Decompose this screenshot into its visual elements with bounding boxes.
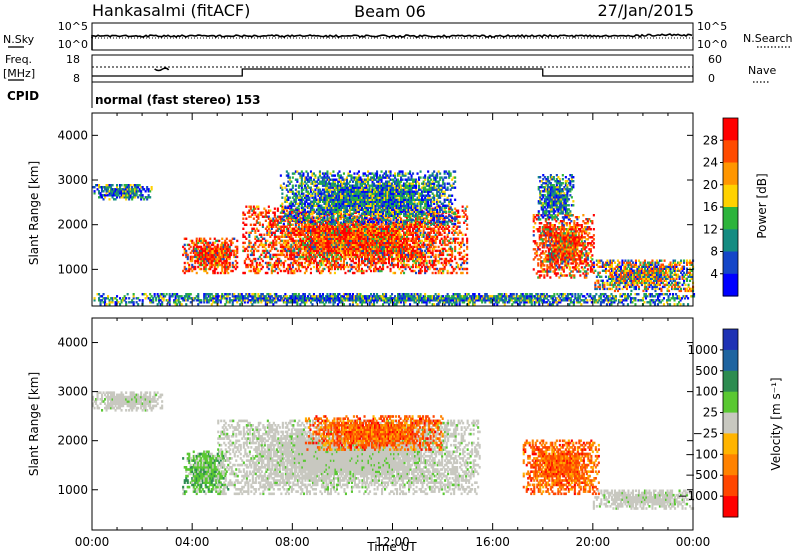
colorbar-swatch — [723, 433, 738, 455]
power-colorbar-label: Power [dB] — [755, 173, 769, 238]
echo-region — [304, 415, 444, 451]
colorbar-tick-label: 16 — [703, 200, 718, 214]
colorbar-tick-label: 28 — [703, 133, 718, 147]
x-tick-label: 12:00 — [375, 535, 410, 549]
y-tick-label: 4000 — [57, 336, 88, 350]
freq-left-tick-bottom: 8 — [73, 72, 80, 85]
velocity-colorbar: 1000 500 100 25 −25 −100 −500 −1000 — [677, 328, 739, 518]
colorbar-tick-label: 24 — [703, 156, 718, 170]
colorbar-swatch — [723, 475, 738, 497]
colorbar-tick-label: 8 — [710, 245, 718, 259]
x-tick-label: 08:00 — [275, 535, 310, 549]
colorbar-tick-label: 500 — [695, 364, 718, 378]
colorbar-swatch — [723, 454, 738, 476]
y-tick-label: 1000 — [57, 262, 88, 276]
colorbar-swatch — [723, 118, 738, 141]
x-axis-label: Time UT — [366, 540, 417, 554]
freq-right-tick-bottom: 0 — [708, 72, 715, 85]
echo-region — [242, 205, 469, 275]
beam-label: Beam 06 — [354, 2, 426, 21]
x-tick-label: 00:00 — [676, 535, 711, 549]
noise-sky-trace — [91, 33, 693, 39]
colorbar-swatch — [723, 184, 738, 208]
colorbar-swatch — [723, 162, 738, 186]
frequency-trace — [92, 68, 693, 77]
colorbar-tick-label: 25 — [703, 406, 718, 420]
echo-region — [532, 214, 595, 279]
echo-region — [182, 237, 239, 275]
colorbar-tick-label: 1000 — [687, 343, 718, 357]
echo-region — [592, 259, 695, 293]
noise-left-tick-top: 10^5 — [58, 20, 88, 33]
cpid-label: CPID — [7, 89, 39, 103]
y-tick-label: 1000 — [57, 483, 88, 497]
station-title: Hankasalmi (fitACF) — [92, 1, 250, 20]
echo-region — [592, 489, 695, 510]
colorbar-swatch — [723, 207, 738, 230]
noise-right-tick-top: 10^5 — [697, 20, 727, 33]
power-ylabel: Slant Range [km] — [27, 161, 41, 265]
colorbar-swatch — [723, 370, 738, 393]
power-colorbar: 28 24 20 16 12 8 4 — [703, 117, 739, 297]
noise-left-tick-bottom: 10^0 — [58, 38, 88, 51]
freq-label-line2: [MHz] — [3, 67, 35, 80]
y-tick-label: 2000 — [57, 218, 88, 232]
freq-right-tick-top: 60 — [708, 53, 722, 66]
x-tick-label: 00:00 — [75, 535, 110, 549]
echo-region — [279, 170, 457, 226]
echo-region — [92, 391, 164, 412]
colorbar-tick-label: 4 — [710, 267, 718, 281]
noise-panel: N.Sky 10^5 10^0 10^5 10^0 N.Search — [3, 20, 793, 51]
colorbar-tick-label: 20 — [703, 178, 718, 192]
echo-region — [537, 174, 575, 221]
colorbar-swatch — [723, 412, 738, 434]
date-label: 27/Jan/2015 — [597, 1, 694, 20]
noise-right-tick-bottom: 10^0 — [697, 38, 727, 51]
power-echo-map — [92, 170, 696, 306]
y-tick-label: 4000 — [57, 128, 88, 142]
colorbar-swatch — [723, 391, 738, 414]
nave-label: Nave — [748, 64, 776, 77]
colorbar-swatch — [723, 229, 738, 253]
x-tick-label: 20:00 — [576, 535, 611, 549]
colorbar-tick-label: −1000 — [677, 489, 718, 503]
echo-region — [93, 293, 696, 306]
colorbar-swatch — [723, 251, 738, 275]
velocity-echo-map — [92, 391, 695, 510]
echo-region — [522, 439, 600, 496]
colorbar-swatch — [723, 496, 738, 518]
x-tick-label: 16:00 — [475, 535, 510, 549]
colorbar-tick-label: −500 — [685, 468, 718, 482]
velocity-ylabel: Slant Range [km] — [27, 372, 41, 476]
colorbar-swatch — [723, 329, 738, 351]
freq-left-tick-top: 18 — [66, 53, 80, 66]
colorbar-tick-label: −100 — [685, 447, 718, 461]
echo-region — [92, 184, 153, 201]
colorbar-tick-label: 100 — [695, 385, 718, 399]
noise-search-label: N.Search — [743, 32, 793, 45]
colorbar-tick-label: −25 — [693, 426, 718, 440]
colorbar-swatch — [723, 140, 738, 164]
y-tick-label: 3000 — [57, 173, 88, 187]
colorbar-tick-label: 12 — [703, 222, 718, 236]
velocity-panel: 4000 3000 2000 1000 00:00 04:00 08:00 12:00 16:0… — [27, 317, 783, 554]
y-tick-label: 2000 — [57, 434, 88, 448]
frequency-panel: Freq. [MHz] 18 8 60 0 Nave CPID normal (… — [3, 53, 776, 108]
y-tick-label: 3000 — [57, 385, 88, 399]
power-panel: 4000 3000 2000 1000 Slant Range [km] 28 24 20… — [27, 112, 769, 307]
freq-label-line1: Freq. — [5, 53, 32, 66]
colorbar-swatch — [723, 273, 738, 297]
x-tick-label: 04:00 — [175, 535, 210, 549]
colorbar-swatch — [723, 349, 738, 372]
noise-sky-label: N.Sky — [3, 33, 35, 46]
velocity-colorbar-label: Velocity [m s⁻¹] — [769, 377, 783, 470]
cpid-value: normal (fast stereo) 153 — [95, 93, 261, 107]
